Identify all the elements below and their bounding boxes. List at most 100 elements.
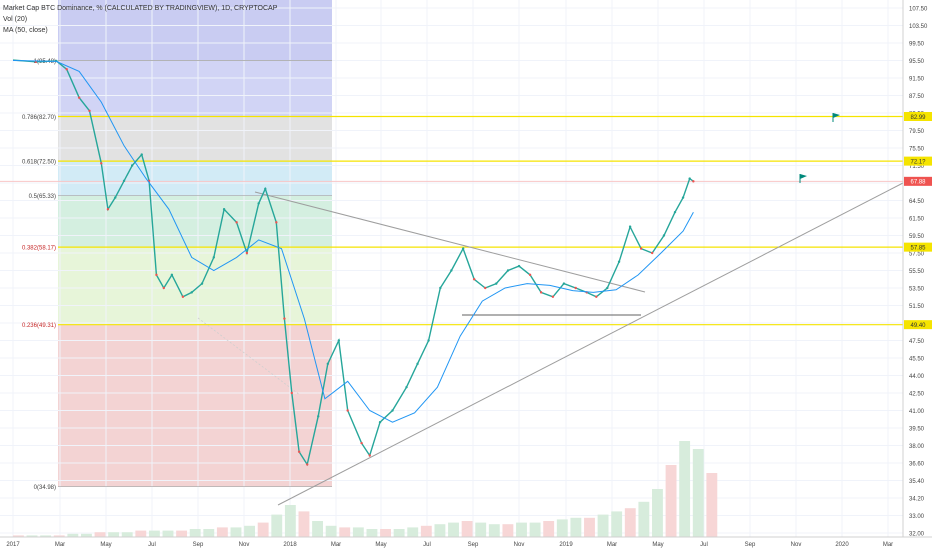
fib-zone xyxy=(58,60,332,117)
x-tick-label: Jul xyxy=(423,542,431,548)
volume-bar xyxy=(516,522,527,537)
volume-bar xyxy=(108,532,120,537)
x-tick-label: 2019 xyxy=(559,542,573,548)
y-tick-label: 35.40 xyxy=(909,479,925,485)
support-trendline xyxy=(277,182,904,506)
price-point xyxy=(326,362,330,366)
series xyxy=(12,59,695,467)
volume-bar xyxy=(624,508,636,537)
volume-bar xyxy=(13,535,24,537)
x-tick-label: May xyxy=(100,542,111,548)
volume-bar xyxy=(475,522,487,537)
price-point xyxy=(650,251,654,255)
grid xyxy=(0,0,903,537)
volume-bar xyxy=(502,524,514,537)
volume-bar xyxy=(53,535,65,537)
price-point xyxy=(190,291,193,294)
dotted-path xyxy=(197,317,301,396)
price-point xyxy=(264,187,267,191)
fib-zone xyxy=(58,247,332,325)
y-tick-label: 32.00 xyxy=(909,532,925,538)
price-point xyxy=(673,210,677,214)
price-point xyxy=(368,454,371,457)
price-tag-bg xyxy=(904,156,932,166)
y-tick-label: 34.20 xyxy=(909,497,925,503)
volume-bar xyxy=(94,532,106,537)
chart-legend: Market Cap BTC Dominance, % (CALCULATED … xyxy=(3,3,277,36)
volume-bar xyxy=(597,514,609,537)
volume-bars xyxy=(13,441,718,537)
volume-bar xyxy=(380,529,391,537)
volume-bar xyxy=(26,535,38,537)
y-tick-label: 99.50 xyxy=(909,42,925,48)
volume-bar xyxy=(407,527,419,537)
price-tag-label: 49.40 xyxy=(910,323,926,329)
y-tick-label: 36.60 xyxy=(909,462,925,468)
volume-bar xyxy=(148,530,160,537)
y-tick-label: 45.50 xyxy=(909,357,925,363)
price-point xyxy=(595,295,598,298)
price-point xyxy=(212,256,216,259)
fib-label: 0.786(82.70) xyxy=(22,115,56,121)
price-point xyxy=(628,225,632,228)
volume-bar xyxy=(230,527,242,537)
fib-zone xyxy=(58,161,332,196)
y-tick-label: 55.50 xyxy=(909,269,925,275)
y-tick-label: 33.00 xyxy=(909,514,925,520)
price-point xyxy=(306,463,309,466)
price-point xyxy=(275,221,278,224)
y-tick-label: 79.50 xyxy=(909,129,925,135)
price-tag-label: 57.85 xyxy=(910,245,926,251)
price-point xyxy=(681,196,685,199)
price-point xyxy=(416,362,419,366)
y-tick-label: 39.50 xyxy=(909,427,925,433)
volume-bar xyxy=(543,521,555,537)
price-point xyxy=(606,286,609,290)
x-tick-label: Nov xyxy=(791,542,802,548)
y-tick-label: 95.50 xyxy=(909,59,925,65)
fib-retracement: 1(95.48)0.786(82.70)0.618(72.50)0.5(65.3… xyxy=(0,59,903,491)
y-tick-label: 75.50 xyxy=(909,147,925,153)
price-point xyxy=(574,286,577,290)
price-point xyxy=(88,109,91,113)
y-tick-label: 38.00 xyxy=(909,444,925,450)
indicator-ma: MA (50, close) xyxy=(3,27,48,34)
price-point xyxy=(439,286,442,290)
volume-bar xyxy=(652,489,663,537)
price-tag-bg xyxy=(904,112,932,121)
price-point xyxy=(337,339,341,342)
price-point xyxy=(181,295,185,298)
price-point xyxy=(290,391,293,395)
price-point xyxy=(155,273,158,277)
volume-bar xyxy=(366,529,378,537)
x-tick-label: Sep xyxy=(193,542,204,548)
price-point xyxy=(122,179,126,183)
ma-series-line xyxy=(12,60,694,423)
y-tick-label: 103.50 xyxy=(909,24,928,30)
price-point xyxy=(346,409,349,412)
y-tick-label: 64.50 xyxy=(909,199,925,205)
volume-bar xyxy=(257,522,269,537)
price-point xyxy=(317,415,320,418)
price-tag-bg xyxy=(904,176,932,186)
fib-zone xyxy=(58,116,332,162)
fib-label: 0(34.98) xyxy=(34,485,56,491)
indicator-vol: Vol (20) xyxy=(3,16,28,23)
y-tick-label: 42.50 xyxy=(909,392,925,398)
price-point xyxy=(77,96,81,99)
x-tick-label: May xyxy=(375,542,386,548)
price-point xyxy=(130,164,134,167)
flag-icon xyxy=(833,113,840,118)
fib-zone xyxy=(58,195,332,248)
volume-bar xyxy=(203,529,215,537)
volume-bar xyxy=(189,529,201,537)
y-tick-label: 87.50 xyxy=(909,94,925,100)
price-point xyxy=(692,180,695,183)
price-point xyxy=(378,420,382,424)
volume-bar xyxy=(448,522,459,537)
fib-label: 0.382(58.17) xyxy=(22,246,56,252)
volume-bar xyxy=(665,465,677,537)
volume-bar xyxy=(570,517,582,537)
volume-bar xyxy=(325,525,337,537)
